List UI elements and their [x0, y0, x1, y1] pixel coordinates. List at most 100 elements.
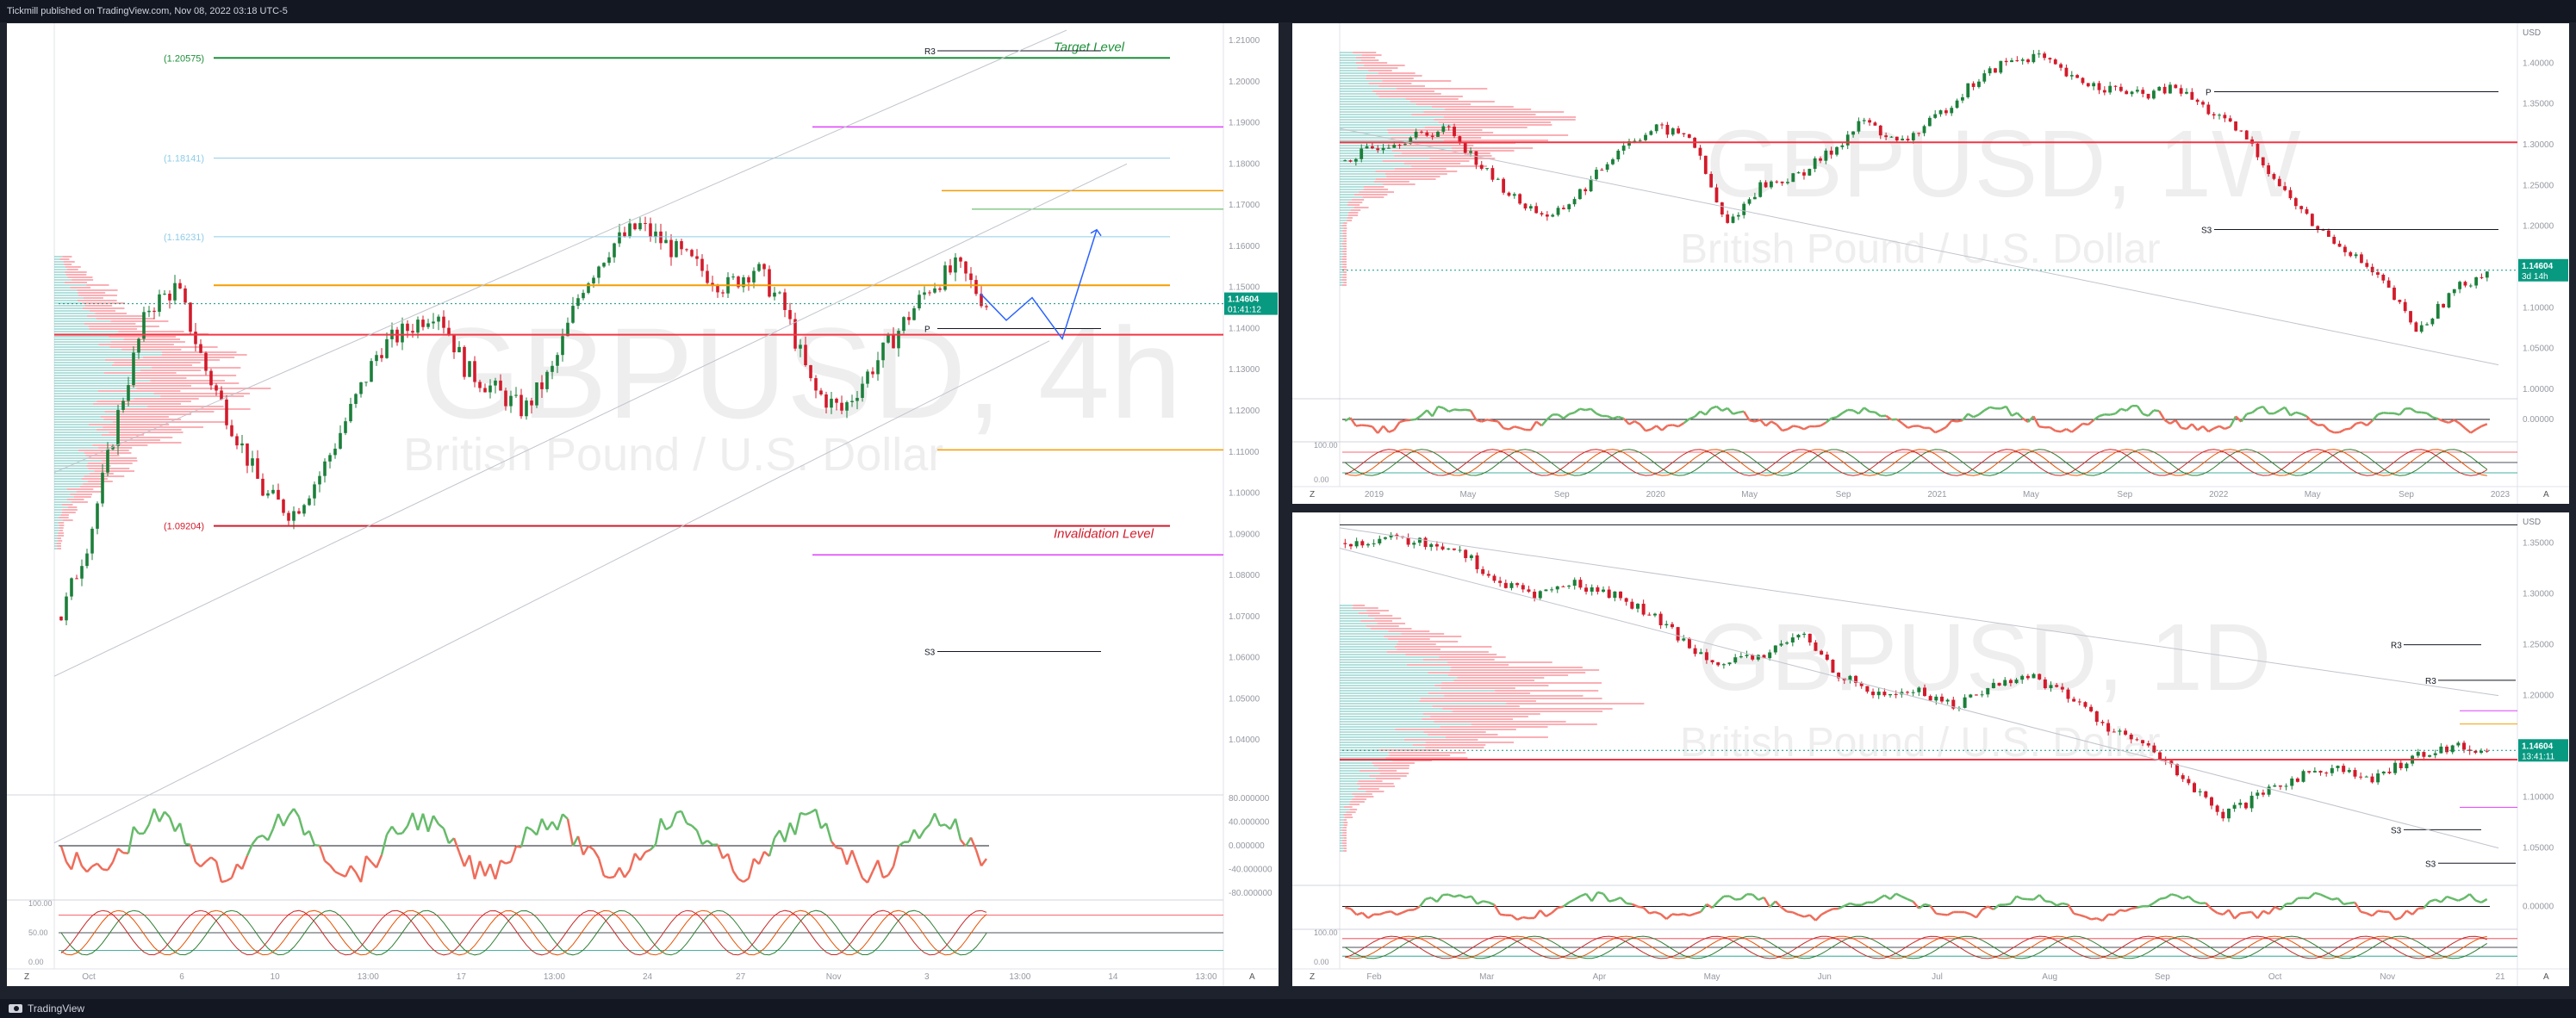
oscillator-line — [892, 846, 900, 867]
oscillator-line — [898, 841, 905, 847]
volume-profile-bar — [118, 331, 184, 332]
chart-panel-1w[interactable]: GBPUSD, 1W British Pound / U.S. Dollar 1… — [1292, 23, 2569, 504]
candle-body — [1670, 624, 1674, 628]
oscillator-line — [2291, 897, 2299, 905]
candle-body — [2416, 752, 2420, 756]
chart-panel-1d[interactable]: GBPUSD, 1D British Pound / U.S. Dollar 1… — [1292, 512, 2569, 986]
chart-svg-1d[interactable]: 1.350001.300001.250001.200001.150001.100… — [1292, 512, 2569, 986]
oscillator-line — [2360, 910, 2368, 915]
volume-profile-bar — [1340, 186, 1364, 188]
volume-profile-bar — [1340, 762, 1372, 764]
volume-profile-bar — [54, 385, 128, 387]
oscillator-line — [2163, 419, 2171, 425]
candle-body — [266, 493, 270, 496]
volume-profile-bar — [54, 501, 72, 503]
candle-body — [1540, 213, 1544, 215]
candle-body — [835, 398, 838, 403]
volume-profile-bar — [1340, 114, 1412, 115]
candle-body — [1824, 150, 1828, 161]
volume-profile-bar — [58, 522, 65, 524]
candle-body — [2129, 735, 2133, 740]
oscillator-line — [1934, 429, 1942, 434]
volume-profile-bar — [1340, 788, 1358, 790]
candle-body — [535, 382, 538, 406]
candle-body — [912, 308, 916, 320]
candle-body — [2020, 59, 2025, 61]
candle-body — [2175, 764, 2180, 776]
candle-body — [1731, 216, 1735, 223]
candle-body — [2288, 189, 2293, 199]
oscillator-line — [2224, 425, 2231, 431]
key-level-name: Target Level — [1054, 40, 1125, 54]
candle-body — [463, 346, 466, 377]
volume-profile-bar — [76, 491, 103, 493]
volume-profile-bar — [54, 318, 96, 320]
volume-profile-bar — [1446, 736, 1548, 738]
oscillator-line — [1447, 893, 1455, 898]
oscillator-line — [954, 818, 962, 841]
volume-profile-bar — [1342, 845, 1347, 847]
oscillator-line — [2314, 891, 2321, 896]
oscillator-line — [396, 832, 403, 835]
volume-profile-bar — [1340, 757, 1386, 759]
candle-body — [1939, 696, 1944, 702]
candle-body — [488, 385, 492, 393]
volume-profile-bar — [88, 457, 137, 459]
volume-profile-bar — [1340, 690, 1496, 692]
oscillator-line — [969, 837, 978, 851]
volume-profile-bar — [54, 377, 134, 379]
candle-body — [1463, 142, 1467, 153]
volume-profile-bar — [98, 344, 174, 345]
oscillator-line — [1607, 415, 1614, 420]
volume-profile-bar — [1340, 736, 1447, 738]
volume-profile-bar — [1340, 641, 1398, 642]
oscillator-line — [928, 812, 936, 825]
volume-profile-bar — [1340, 643, 1397, 645]
volume-profile-bar — [1363, 189, 1389, 190]
oscillator-line — [2320, 893, 2327, 898]
oscillator-line — [380, 834, 389, 856]
y-tick-label: 1.15000 — [1229, 283, 1260, 293]
oscillator-line — [505, 860, 512, 865]
candle-body — [1699, 652, 1703, 655]
oscillator-line — [726, 854, 735, 872]
volume-profile-bar — [62, 509, 78, 511]
volume-profile-bar — [104, 411, 215, 413]
oscillator-line — [1699, 410, 1707, 416]
volume-profile-bar — [1387, 129, 1483, 131]
oscillator-line — [2426, 412, 2434, 419]
candle-body — [1727, 662, 1732, 665]
candle-body — [1808, 633, 1812, 642]
key-level-price: (1.18141) — [164, 154, 204, 164]
oscillator-line — [2112, 909, 2121, 916]
candle-body — [2387, 771, 2392, 773]
candle-body — [1933, 114, 1938, 118]
y-tick-label: 1.20000 — [1229, 78, 1260, 87]
oscillator2-line — [1344, 449, 2488, 476]
volume-profile-bar — [1340, 62, 1356, 64]
oscillator-line — [531, 829, 538, 836]
candle-body — [2195, 99, 2200, 102]
candle-body — [344, 421, 347, 433]
oscillator-line — [1700, 903, 1708, 913]
volume-profile-bar — [1343, 253, 1347, 255]
volume-profile-bar — [54, 540, 59, 542]
volume-profile-bar — [1343, 227, 1347, 229]
chart-svg-1w[interactable]: 1.400001.350001.300001.250001.200001.150… — [1292, 23, 2569, 504]
oscillator-line — [1836, 412, 1844, 419]
oscillator-line — [2009, 895, 2018, 905]
volume-profile-bar — [1342, 269, 1347, 270]
volume-profile-bar — [1340, 708, 1443, 710]
oscillator2-tick: 100.00 — [1314, 928, 1338, 937]
volume-profile-bar — [54, 442, 117, 444]
volume-profile-bar — [1340, 814, 1344, 816]
oscillator-line — [2289, 411, 2297, 417]
x-tick-label: Nov — [2380, 972, 2395, 982]
candle-body — [814, 378, 818, 391]
chart-panel-4h[interactable]: GBPUSD, 4h British Pound / U.S. Dollar 1… — [7, 23, 1279, 986]
chart-svg-4h[interactable]: 1.210001.200001.190001.180001.170001.160… — [7, 23, 1279, 986]
candle-body — [2141, 740, 2145, 744]
oscillator-line — [236, 863, 243, 871]
candle-body — [1716, 662, 1720, 666]
volume-profile-bar — [54, 302, 83, 304]
